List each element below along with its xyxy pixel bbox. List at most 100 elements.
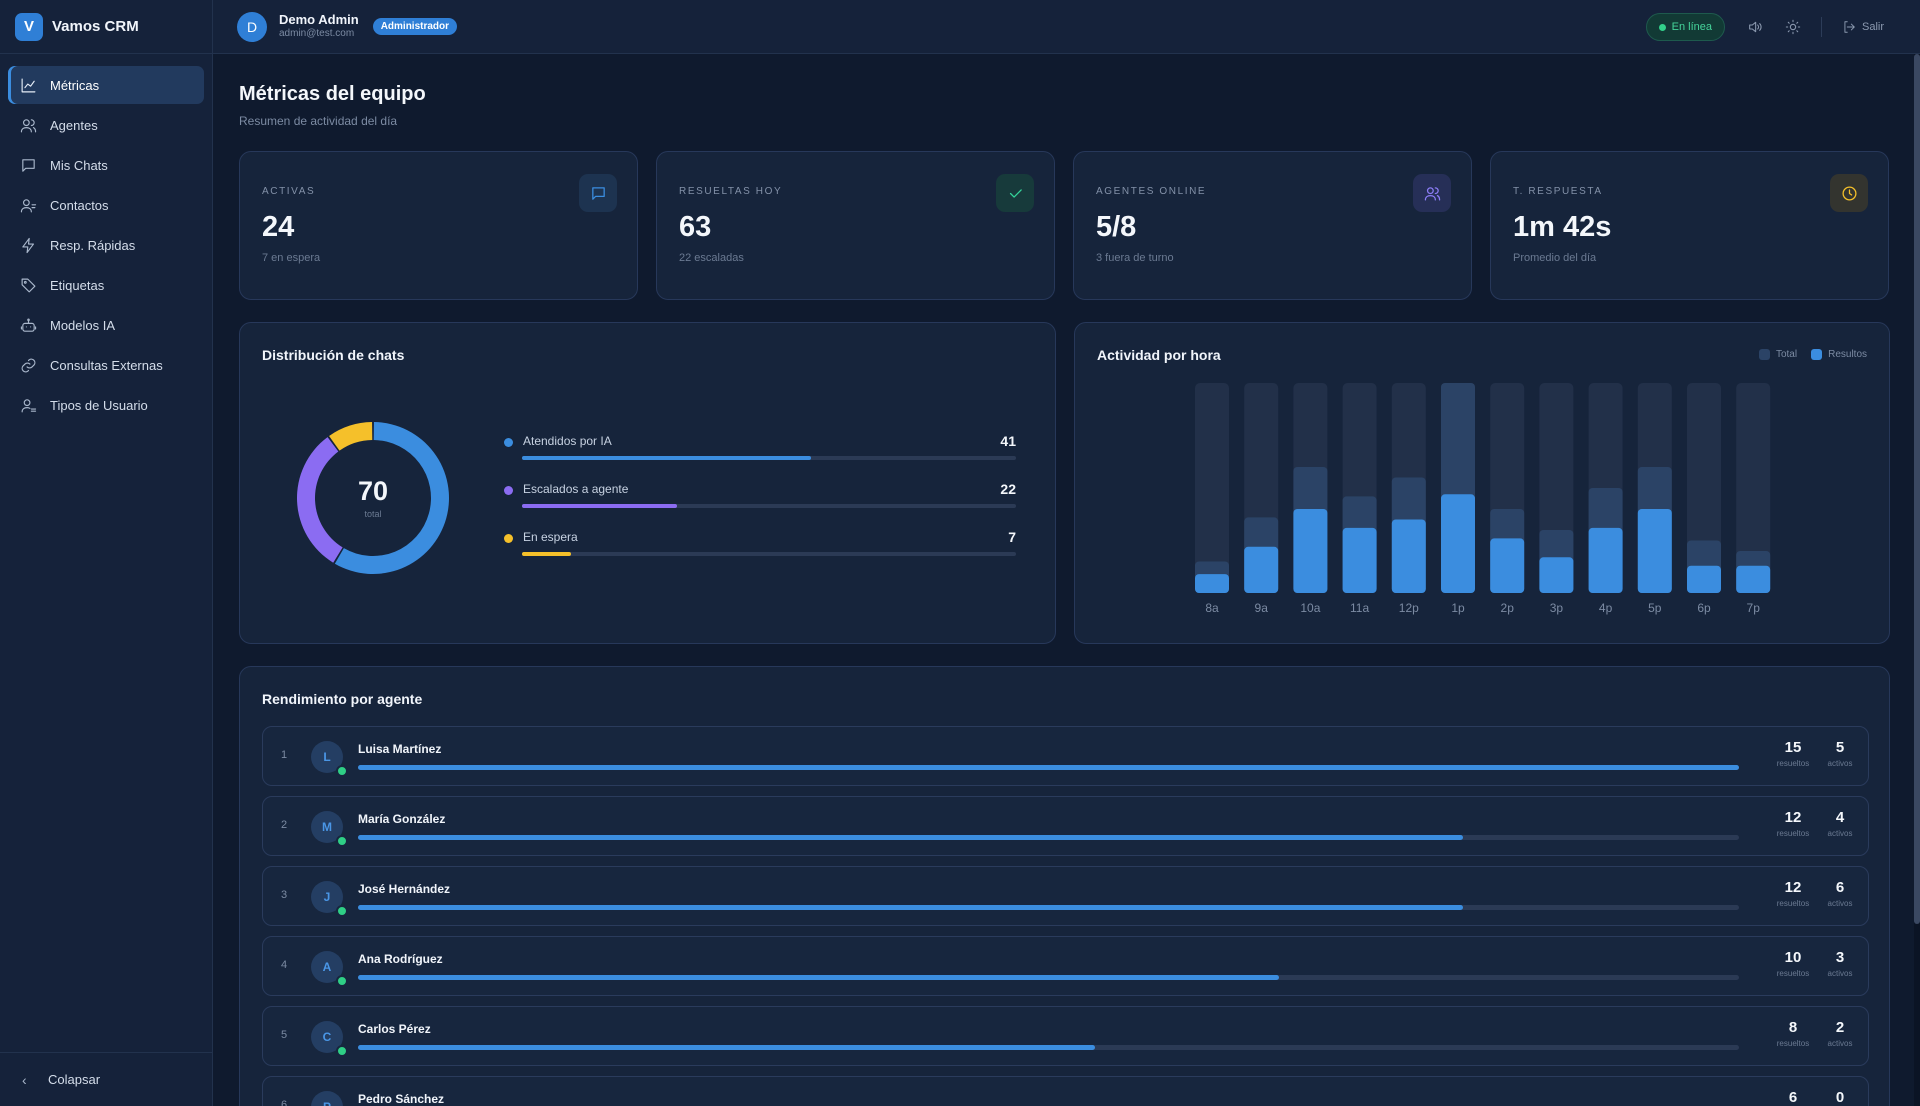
progress-track: [358, 835, 1739, 840]
resolved-stat: 10 resueltos: [1763, 949, 1823, 978]
distribution-panel: Distribución de chats 70 total Atendidos…: [239, 322, 1056, 644]
bar-resultos[interactable]: [1539, 557, 1574, 593]
online-dot-icon: [1658, 23, 1666, 31]
stat-sub: 3 fuera de turno: [1096, 252, 1174, 264]
agent-rank: 3: [281, 889, 288, 901]
brand-name: Vamos CRM: [52, 18, 139, 35]
stat-card-agentes-online: AGENTES ONLINE 5/8 3 fuera de turno: [1073, 151, 1472, 300]
active-count: 4: [1835, 809, 1845, 826]
speaker-icon: [1749, 21, 1762, 33]
sidebar-item-label: Resp. Rápidas: [50, 237, 136, 253]
sidebar-item-consultas-externas[interactable]: Consultas Externas: [8, 346, 204, 384]
progress-track: [522, 504, 1016, 508]
users-icon: [20, 118, 37, 132]
x-tick-label: 8a: [1205, 601, 1219, 615]
avatar[interactable]: D: [237, 11, 267, 42]
donut-chart: 70 total: [282, 407, 464, 589]
sidebar-item-label: Mis Chats: [50, 157, 108, 173]
logout-button[interactable]: Salir: [1842, 20, 1884, 34]
donut-slice[interactable]: [297, 437, 343, 563]
donut-total: 70: [357, 475, 389, 506]
sidebar-item-mis-chats[interactable]: Mis Chats: [8, 146, 204, 184]
user-types-icon: [21, 398, 37, 412]
bolt-icon: [22, 237, 35, 253]
agent-row[interactable]: 4 A Ana Rodríguez 10 resueltos 3 activos: [262, 936, 1869, 996]
progress-fill: [522, 504, 678, 508]
chat-icon: [22, 158, 35, 172]
online-status-dot: [336, 835, 348, 847]
agent-row[interactable]: 2 M María González 12 resueltos 4 activos: [262, 796, 1869, 856]
stat-icon-box: [1830, 174, 1868, 212]
sidebar-item-label: Contactos: [50, 197, 109, 213]
active-stat: 0activos: [1810, 1089, 1870, 1106]
brand-logo: V: [15, 12, 43, 41]
robot-icon: [20, 318, 37, 332]
distribution-label: Atendidos por IA: [523, 434, 612, 448]
bar-resultos[interactable]: [1293, 509, 1328, 593]
agent-row[interactable]: 1 L Luisa Martínez 15 resueltos 5 activos: [262, 726, 1869, 786]
sidebar-item-contactos[interactable]: Contactos: [8, 186, 204, 224]
bar-resultos[interactable]: [1441, 494, 1475, 593]
sidebar-item-etiquetas[interactable]: Etiquetas: [8, 266, 204, 304]
sidebar-item-resp-rapidas[interactable]: Resp. Rápidas: [8, 226, 204, 264]
online-status-dot: [336, 975, 348, 987]
donut-svg: [297, 422, 449, 574]
theme-toggle-button[interactable]: [1785, 19, 1801, 35]
agent-rank: 4: [281, 959, 288, 971]
chart-line-icon: [21, 78, 36, 92]
bar-resultos[interactable]: [1588, 527, 1623, 593]
agent-rank: 6: [281, 1099, 288, 1106]
status-toggle[interactable]: En línea: [1645, 13, 1725, 41]
legend-dot: [504, 438, 513, 447]
x-tick-label: 1p: [1451, 601, 1465, 615]
sidebar-item-label: Consultas Externas: [50, 357, 163, 373]
donut-slice[interactable]: [334, 422, 449, 574]
progress-track: [358, 975, 1739, 980]
resolved-count: 15: [1784, 739, 1802, 756]
sidebar-item-agentes[interactable]: Agentes: [8, 106, 204, 144]
donut-center: 70 total: [282, 407, 464, 589]
x-tick-label: 2p: [1501, 601, 1515, 615]
x-tick-label: 12p: [1399, 601, 1419, 615]
agent-row[interactable]: 6 P Pedro Sánchez 6resueltos0activos: [262, 1076, 1869, 1106]
stat-value: 24: [262, 211, 295, 243]
bar-resultos[interactable]: [1244, 546, 1279, 593]
bar-resultos[interactable]: [1490, 538, 1525, 593]
sound-button[interactable]: [1747, 19, 1763, 35]
bar-resultos[interactable]: [1736, 565, 1771, 593]
link-icon: [21, 358, 36, 372]
header-actions: En línea Salir: [1645, 0, 1884, 54]
agent-name: José Hernández: [358, 882, 451, 896]
donut-total-label: total: [364, 508, 382, 519]
progress-track: [522, 552, 1016, 556]
bar-resultos[interactable]: [1391, 519, 1426, 594]
sidebar-item-label: Tipos de Usuario: [50, 397, 148, 413]
agent-row[interactable]: 3 J José Hernández 12 resueltos 6 activos: [262, 866, 1869, 926]
brand[interactable]: V Vamos CRM: [0, 0, 212, 54]
bar-resultos[interactable]: [1195, 574, 1229, 593]
active-stat: 3 activos: [1810, 949, 1870, 978]
collapse-sidebar-button[interactable]: ‹ Colapsar: [0, 1052, 212, 1106]
bar-resultos[interactable]: [1687, 565, 1721, 593]
sidebar-item-modelos-ia[interactable]: Modelos IA: [8, 306, 204, 344]
x-tick-label: 3p: [1550, 601, 1564, 615]
active-count: 5: [1835, 739, 1845, 756]
bar-resultos[interactable]: [1342, 527, 1377, 593]
resolved-stat: 8 resueltos: [1763, 1019, 1823, 1048]
sidebar-item-metricas[interactable]: Métricas: [8, 66, 204, 104]
stat-label: ACTIVAS: [262, 186, 316, 197]
panel-title: Distribución de chats: [262, 347, 405, 363]
legend-item-resultos: Resultos: [1811, 349, 1867, 360]
sidebar-item-tipos-de-usuario[interactable]: Tipos de Usuario: [8, 386, 204, 424]
scrollbar-thumb[interactable]: [1914, 54, 1920, 924]
clock-icon: [1841, 185, 1857, 201]
donut-slice[interactable]: [329, 422, 373, 451]
user-info: Demo Admin admin@test.com: [279, 12, 359, 39]
bar-resultos[interactable]: [1637, 509, 1672, 593]
active-caption: activos: [1827, 969, 1853, 978]
agent-name: Luisa Martínez: [358, 742, 442, 756]
agent-row[interactable]: 5 C Carlos Pérez 8 resueltos 2 activos: [262, 1006, 1869, 1066]
distribution-row: Atendidos por IA 41: [504, 433, 1016, 481]
stat-icon-box: [996, 174, 1034, 212]
sidebar-item-label: Agentes: [50, 117, 98, 133]
